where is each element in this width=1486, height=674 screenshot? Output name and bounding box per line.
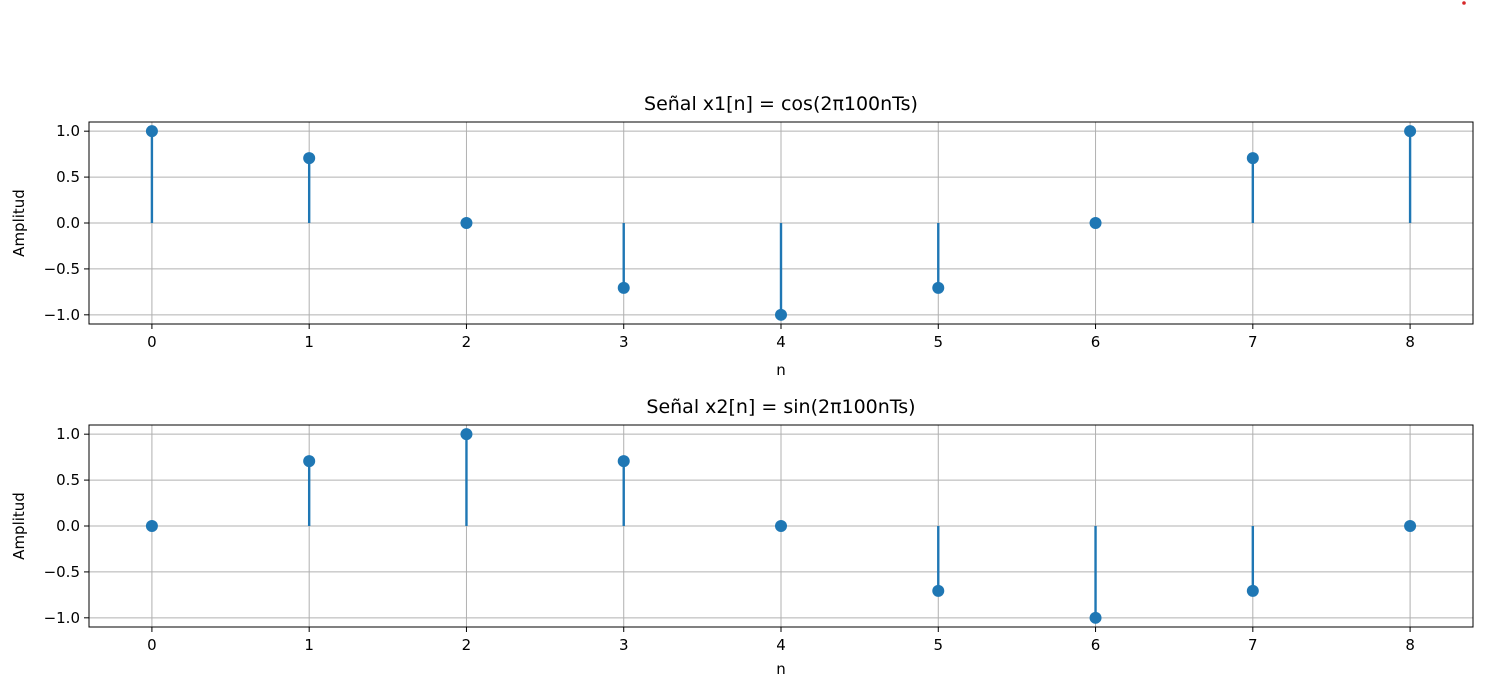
x-axis-label: n bbox=[776, 361, 786, 379]
y-tick-label: −1.0 bbox=[44, 609, 80, 627]
stem-marker bbox=[303, 455, 316, 468]
y-tick-label: 0.5 bbox=[56, 168, 80, 186]
y-ticks: 1.0 0.5 0.0 −0.5 −1.0 bbox=[44, 122, 89, 324]
y-ticks: 1.0 0.5 0.0 −0.5 −1.0 bbox=[44, 425, 89, 627]
x-tick-label: 8 bbox=[1405, 636, 1415, 654]
y-tick-label: 0.5 bbox=[56, 471, 80, 489]
x-tick-label: 3 bbox=[619, 333, 629, 351]
x-tick-label: 2 bbox=[462, 333, 472, 351]
stem-marker bbox=[775, 520, 787, 532]
y-tick-label: 0.0 bbox=[56, 214, 80, 232]
y-tick-label: 1.0 bbox=[56, 425, 80, 443]
x-tick-label: 4 bbox=[776, 636, 786, 654]
x-tick-label: 2 bbox=[462, 636, 472, 654]
stem-marker bbox=[145, 125, 158, 138]
stem-marker bbox=[617, 455, 630, 468]
stems bbox=[145, 428, 1417, 624]
y-tick-label: −1.0 bbox=[44, 306, 80, 324]
y-tick-label: −0.5 bbox=[44, 260, 80, 278]
x-tick-label: 1 bbox=[304, 636, 314, 654]
x-tick-label: 7 bbox=[1248, 333, 1258, 351]
stem-marker bbox=[932, 281, 945, 294]
x-tick-label: 1 bbox=[304, 333, 314, 351]
x-axis-label: n bbox=[776, 660, 786, 674]
x-tick-label: 0 bbox=[147, 636, 157, 654]
y-axis-label: Amplitud bbox=[10, 492, 28, 560]
stem-marker bbox=[460, 217, 473, 229]
x-ticks: 0 1 2 3 4 5 6 7 8 bbox=[147, 324, 1415, 351]
x-tick-label: 6 bbox=[1091, 636, 1101, 654]
y-tick-label: −0.5 bbox=[44, 563, 80, 581]
y-axis-label: Amplitud bbox=[10, 189, 28, 257]
stem-marker bbox=[460, 428, 473, 441]
x-tick-label: 5 bbox=[933, 333, 943, 351]
x-tick-label: 7 bbox=[1248, 636, 1258, 654]
chart-title: Señal x1[n] = cos(2π100nTs) bbox=[644, 93, 918, 115]
x-tick-label: 0 bbox=[147, 333, 157, 351]
x-tick-label: 3 bbox=[619, 636, 629, 654]
stem-marker bbox=[1404, 520, 1417, 532]
y-tick-label: 1.0 bbox=[56, 122, 80, 140]
x-tick-label: 4 bbox=[776, 333, 786, 351]
x-ticks: 0 1 2 3 4 5 6 7 8 bbox=[147, 627, 1415, 654]
x-tick-label: 6 bbox=[1091, 333, 1101, 351]
stem-marker bbox=[1089, 611, 1102, 624]
stem-marker bbox=[1246, 152, 1259, 165]
stem-marker bbox=[1246, 584, 1259, 597]
stem-marker bbox=[775, 308, 787, 321]
subplot-x1: 0 1 2 3 4 5 6 7 8 1.0 0.5 0.0 −0.5 −1.0 Señal x1[n] … bbox=[10, 93, 1474, 379]
stem-marker bbox=[303, 152, 316, 165]
stem-marker bbox=[1404, 125, 1417, 138]
stem-marker bbox=[1089, 217, 1102, 229]
chart-title: Señal x2[n] = sin(2π100nTs) bbox=[646, 396, 915, 418]
stray-red-dot bbox=[1462, 1, 1466, 5]
x-tick-label: 8 bbox=[1405, 333, 1415, 351]
subplot-x2: 0 1 2 3 4 5 6 7 8 1.0 0.5 0.0 −0.5 −1.0 Señal x2[n] … bbox=[10, 396, 1474, 674]
y-tick-label: 0.0 bbox=[56, 517, 80, 535]
stem-marker bbox=[617, 281, 630, 294]
stem-marker bbox=[145, 520, 158, 532]
x-tick-label: 5 bbox=[933, 636, 943, 654]
stem-marker bbox=[932, 584, 945, 597]
stems bbox=[145, 125, 1417, 321]
